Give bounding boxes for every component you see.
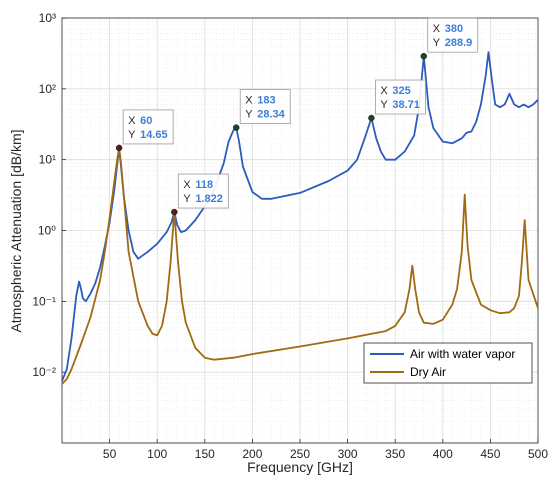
legend-box <box>363 342 533 384</box>
y-tick-label: 10⁻¹ <box>32 294 56 308</box>
x-axis-title: Frequency [GHz] <box>247 459 353 475</box>
datatip-x-label: X <box>183 179 191 191</box>
y-tick-label: 10⁻² <box>32 365 56 379</box>
datatip-box <box>239 89 291 125</box>
legend-label-water-vapor: Air with water vapor <box>410 347 515 361</box>
datatip-x-label: X <box>433 23 441 35</box>
datatip-marker <box>115 144 123 152</box>
datatip-x-label: X <box>245 95 253 107</box>
datatip-box <box>177 173 229 209</box>
x-tick-label: 50 <box>103 447 117 461</box>
x-tick-label: 350 <box>385 447 405 461</box>
datatip-y-label: Y <box>245 109 253 121</box>
y-tick-label: 10³ <box>39 11 56 25</box>
y-tick-label: 10² <box>39 82 56 96</box>
datatip-x-value: 118 <box>195 179 213 191</box>
legend[interactable]: Air with water vapor Dry Air <box>363 342 533 384</box>
datatip-x-value: 325 <box>392 85 410 97</box>
x-tick-label: 400 <box>433 447 453 461</box>
datatip-marker <box>420 52 428 60</box>
datatip-y-label: Y <box>380 99 388 111</box>
datatip-box <box>122 109 174 145</box>
datatip-marker <box>368 114 375 122</box>
datatip-y-value: 14.65 <box>140 129 168 141</box>
datatip-y-label: Y <box>433 37 441 49</box>
datatip-x-value: 380 <box>445 23 463 35</box>
datatip-marker <box>171 208 178 216</box>
y-tick-label: 10⁰ <box>38 224 56 238</box>
datatip-y-label: Y <box>128 129 136 141</box>
datatip-marker <box>232 124 240 131</box>
datatip-y-value: 288.9 <box>445 37 473 49</box>
datatip-y-value: 28.34 <box>257 109 285 121</box>
datatip[interactable]: X 60 Y 14.65 <box>115 109 174 152</box>
datatip-x-value: 60 <box>140 115 152 127</box>
legend-label-dry-air: Dry Air <box>410 365 446 379</box>
x-tick-labels: 50 100 150 200 250 300 350 400 450 500 <box>103 439 548 461</box>
x-tick-label: 250 <box>290 447 310 461</box>
x-tick-label: 450 <box>480 447 500 461</box>
series-line-water-vapor <box>61 51 539 382</box>
datatip[interactable]: X 325 Y 38.71 <box>368 79 426 122</box>
x-tick-label: 300 <box>338 447 358 461</box>
datatip-box <box>374 79 426 115</box>
datatip-x-value: 183 <box>257 95 275 107</box>
x-tick-label: 150 <box>195 447 215 461</box>
y-tick-label: 10¹ <box>39 153 56 167</box>
y-tick-labels: 10⁻² 10⁻¹ 10⁰ 10¹ 10² 10³ <box>32 11 66 379</box>
datatip-x-label: X <box>128 115 136 127</box>
datatip-y-value: 38.71 <box>392 99 420 111</box>
datatip[interactable]: X 183 Y 28.34 <box>232 89 291 131</box>
x-tick-label: 100 <box>147 447 167 461</box>
x-tick-label: 200 <box>242 447 262 461</box>
datatip-x-label: X <box>380 85 388 97</box>
datatip-box <box>427 17 479 53</box>
datatip[interactable]: X 380 Y 288.9 <box>420 17 479 60</box>
y-axis-title: Atmospheric Attenuation [dB/km] <box>8 129 24 332</box>
x-tick-label: 500 <box>528 447 548 461</box>
datatip-y-label: Y <box>183 193 191 205</box>
series-lines <box>61 51 539 385</box>
series-line-dry-air <box>61 147 539 385</box>
datatip[interactable]: X 118 Y 1.822 <box>171 173 229 216</box>
datatip-y-value: 1.822 <box>195 193 223 205</box>
